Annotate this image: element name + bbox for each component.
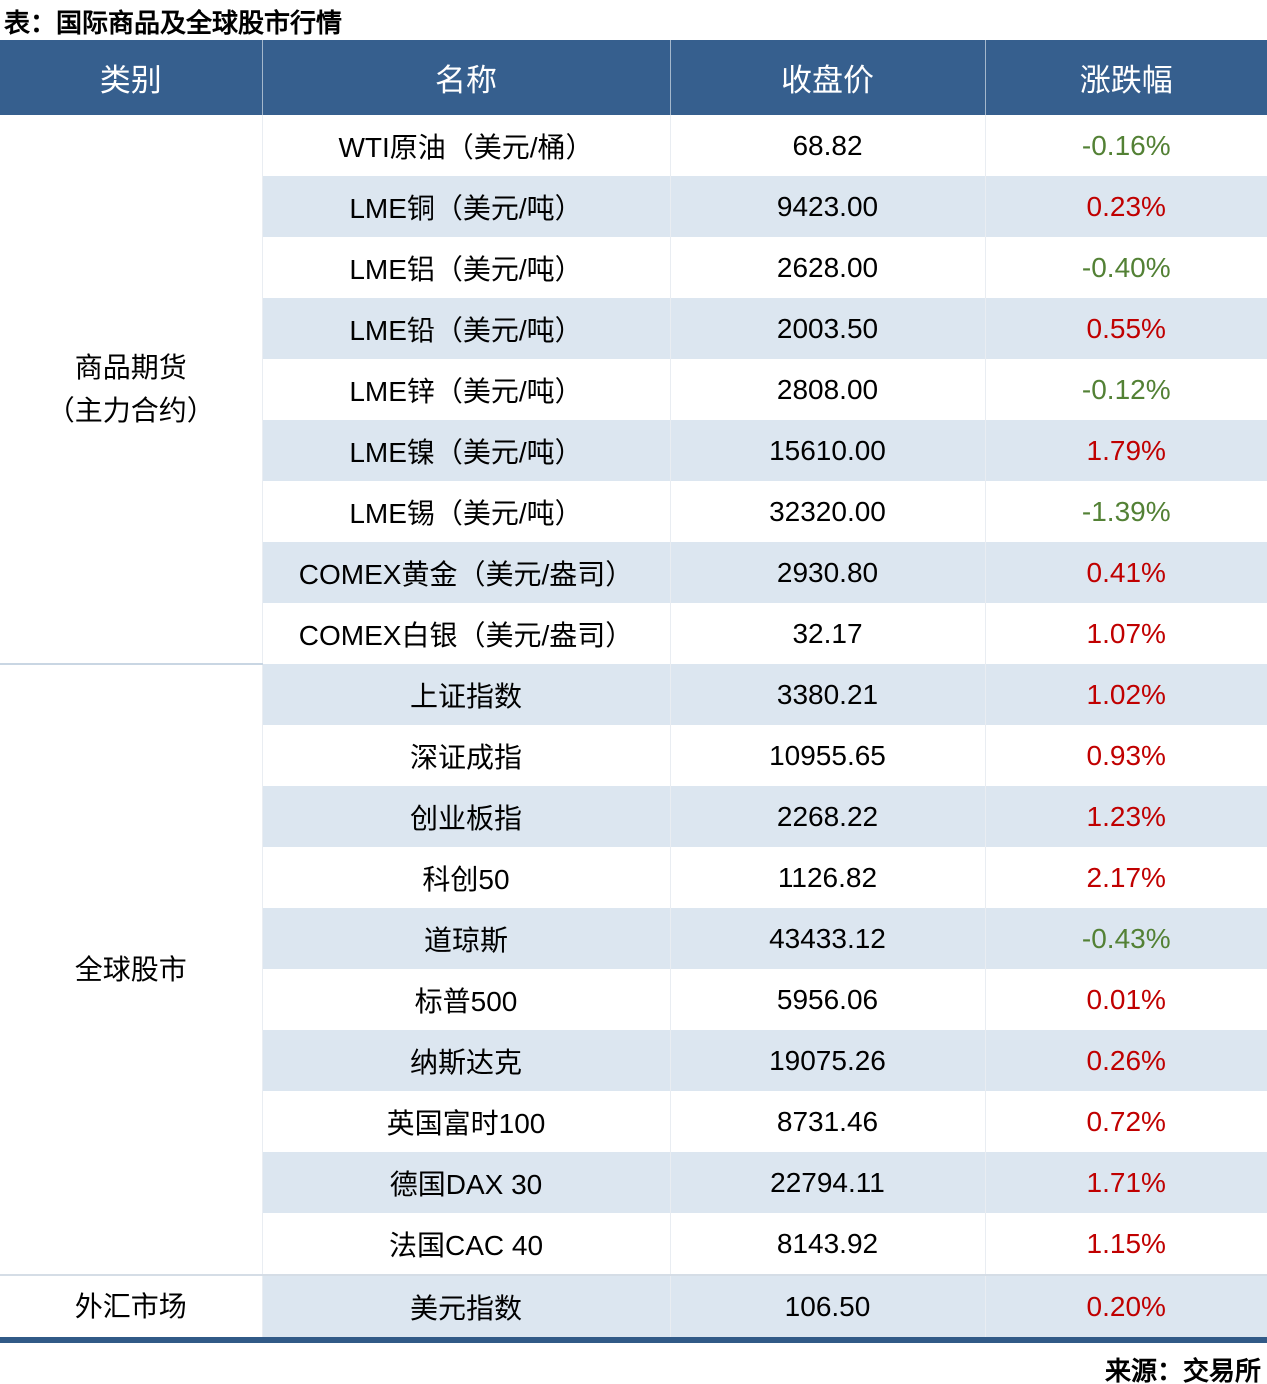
table-row: LME铅（美元/吨） 2003.50 0.55%: [0, 298, 1267, 359]
table-row: 科创50 1126.82 2.17%: [0, 847, 1267, 908]
change-cell: 0.26%: [985, 1030, 1267, 1091]
change-cell: 0.93%: [985, 725, 1267, 786]
table-row: 全球股市 上证指数 3380.21 1.02%: [0, 663, 1267, 1275]
name-cell: LME铝（美元/吨）: [262, 237, 671, 298]
name-cell: LME铜（美元/吨）: [262, 176, 671, 237]
table-row: LME锌（美元/吨） 2808.00 -0.12%: [0, 359, 1267, 420]
table-row: LME铜（美元/吨） 9423.00 0.23%: [0, 176, 1267, 237]
name-cell: 美元指数: [262, 1274, 671, 1340]
page-title: 表：国际商品及全球股市行情: [4, 8, 343, 38]
column-header-name: 名称: [262, 40, 671, 115]
name-cell: 道琼斯: [262, 908, 671, 969]
close-cell: 106.50: [670, 1274, 986, 1340]
change-cell: 0.72%: [985, 1091, 1267, 1152]
name-cell: 创业板指: [262, 786, 671, 847]
change-cell: 1.02%: [985, 664, 1267, 725]
column-header-change: 涨跌幅: [985, 40, 1267, 115]
category-label: （主力合约）: [46, 395, 215, 426]
change-cell: 1.79%: [985, 420, 1267, 481]
table-row: 创业板指 2268.22 1.23%: [0, 786, 1267, 847]
category-label: 商品期货: [74, 351, 187, 383]
table-row: LME锡（美元/吨） 32320.00 -1.39%: [0, 481, 1267, 542]
close-cell: 32320.00: [670, 481, 986, 542]
category-label: 全球股市: [74, 953, 187, 985]
table-row: 商品期货 （主力合约） WTI原油（美元/桶） 68.82 -0.16%: [0, 115, 1267, 664]
table-row: 外汇市场 美元指数 106.50 0.20%: [0, 1274, 1267, 1340]
change-cell: 2.17%: [985, 847, 1267, 908]
category-cell-futures: 商品期货 （主力合约）: [0, 115, 263, 664]
close-cell: 43433.12: [670, 908, 986, 969]
table-row: 英国富时100 8731.46 0.72%: [0, 1091, 1267, 1152]
name-cell: LME铅（美元/吨）: [262, 298, 671, 359]
category-cell-stocks: 全球股市: [0, 663, 263, 1275]
table-row: LME铝（美元/吨） 2628.00 -0.40%: [0, 237, 1267, 298]
table-row: 纳斯达克 19075.26 0.26%: [0, 1030, 1267, 1091]
name-cell: 标普500: [262, 969, 671, 1030]
close-cell: 10955.65: [670, 725, 986, 786]
name-cell: 德国DAX 30: [262, 1152, 671, 1213]
change-cell: 0.01%: [985, 969, 1267, 1030]
close-cell: 1126.82: [670, 847, 986, 908]
table-row: 德国DAX 30 22794.11 1.71%: [0, 1152, 1267, 1213]
column-header-category: 类别: [0, 40, 263, 115]
change-cell: 1.07%: [985, 603, 1267, 664]
table-row: 深证成指 10955.65 0.93%: [0, 725, 1267, 786]
close-cell: 32.17: [670, 603, 986, 664]
table-row: COMEX白银（美元/盎司） 32.17 1.07%: [0, 603, 1267, 664]
change-cell: 0.23%: [985, 176, 1267, 237]
name-cell: 科创50: [262, 847, 671, 908]
change-cell: 1.71%: [985, 1152, 1267, 1213]
close-cell: 19075.26: [670, 1030, 986, 1091]
category-label: 外汇市场: [74, 1290, 187, 1322]
name-cell: LME镍（美元/吨）: [262, 420, 671, 481]
close-cell: 15610.00: [670, 420, 986, 481]
change-cell: -0.40%: [985, 237, 1267, 298]
name-cell: LME锌（美元/吨）: [262, 359, 671, 420]
source-label: 来源：交易所: [1104, 1356, 1261, 1384]
close-cell: 2930.80: [670, 542, 986, 603]
change-cell: -0.12%: [985, 359, 1267, 420]
change-cell: 1.15%: [985, 1213, 1267, 1275]
table-row: 道琼斯 43433.12 -0.43%: [0, 908, 1267, 969]
change-cell: -0.43%: [985, 908, 1267, 969]
name-cell: COMEX黄金（美元/盎司）: [262, 542, 671, 603]
close-cell: 68.82: [670, 115, 986, 176]
change-cell: 0.20%: [985, 1274, 1267, 1340]
close-cell: 22794.11: [670, 1152, 986, 1213]
header-row: 类别 名称 收盘价 涨跌幅: [0, 40, 1267, 115]
column-header-close: 收盘价: [670, 40, 986, 115]
name-cell: 法国CAC 40: [262, 1213, 671, 1275]
market-table: 类别 名称 收盘价 涨跌幅 商品期货 （主力合约） WTI原油（美元/桶） 68…: [0, 40, 1267, 1343]
close-cell: 5956.06: [670, 969, 986, 1030]
close-cell: 2003.50: [670, 298, 986, 359]
change-cell: 1.23%: [985, 786, 1267, 847]
close-cell: 3380.21: [670, 664, 986, 725]
name-cell: LME锡（美元/吨）: [262, 481, 671, 542]
close-cell: 2808.00: [670, 359, 986, 420]
name-cell: 上证指数: [262, 664, 671, 725]
change-cell: -0.16%: [985, 115, 1267, 176]
table-row: 法国CAC 40 8143.92 1.15%: [0, 1213, 1267, 1275]
close-cell: 8143.92: [670, 1213, 986, 1275]
close-cell: 2268.22: [670, 786, 986, 847]
change-cell: 0.41%: [985, 542, 1267, 603]
change-cell: 0.55%: [985, 298, 1267, 359]
table-row: COMEX黄金（美元/盎司） 2930.80 0.41%: [0, 542, 1267, 603]
close-cell: 8731.46: [670, 1091, 986, 1152]
name-cell: 纳斯达克: [262, 1030, 671, 1091]
table-row: LME镍（美元/吨） 15610.00 1.79%: [0, 420, 1267, 481]
table-header: 类别 名称 收盘价 涨跌幅: [0, 40, 1267, 115]
category-cell-fx: 外汇市场: [0, 1274, 263, 1340]
table-row: 标普500 5956.06 0.01%: [0, 969, 1267, 1030]
name-cell: COMEX白银（美元/盎司）: [262, 603, 671, 664]
name-cell: WTI原油（美元/桶）: [262, 115, 671, 176]
name-cell: 深证成指: [262, 725, 671, 786]
close-cell: 9423.00: [670, 176, 986, 237]
change-cell: -1.39%: [985, 481, 1267, 542]
name-cell: 英国富时100: [262, 1091, 671, 1152]
close-cell: 2628.00: [670, 237, 986, 298]
